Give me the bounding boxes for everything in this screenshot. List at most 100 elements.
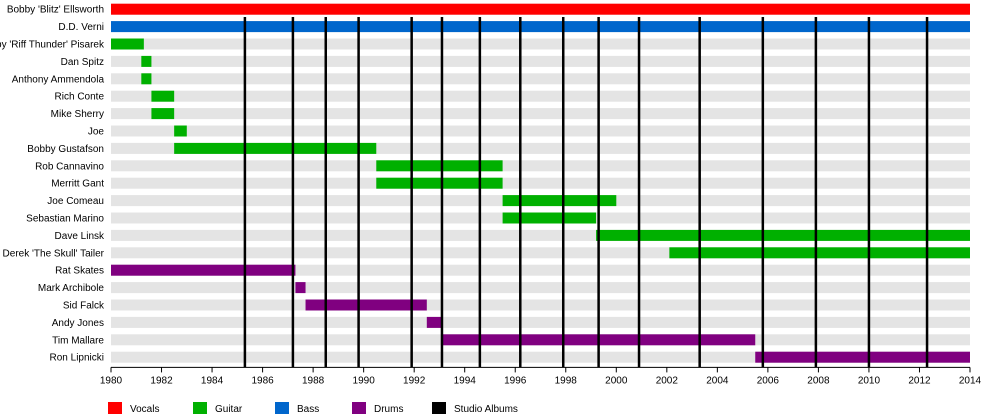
label-sebastian-marino: Sebastian Marino <box>26 214 104 225</box>
studio-album-line <box>761 17 765 368</box>
row-stripes <box>111 3 970 363</box>
studio-album-line <box>561 17 565 368</box>
x-tick-label: 1988 <box>302 375 325 386</box>
label-bobby-gustafson: Bobby Gustafson <box>27 144 104 155</box>
row-stripe <box>111 90 970 102</box>
row-stripe <box>111 142 970 154</box>
bar-mark-archibole <box>295 282 306 294</box>
x-axis: 1980 1982 1984 1986 1988 1990 1992 1994 1996 1998… <box>100 366 982 386</box>
row-stripe <box>111 247 970 259</box>
studio-album-line <box>440 17 444 368</box>
label-anthony-ammendola: Anthony Ammendola <box>12 74 105 85</box>
legend-swatch-bass <box>275 402 289 414</box>
studio-album-line <box>867 17 871 368</box>
label-derek-the-skull-tailer: Derek 'The Skull' Tailer <box>3 248 105 259</box>
legend-swatch-vocals <box>108 402 122 414</box>
x-tick-label: 2012 <box>908 375 931 386</box>
label-dave-linsk: Dave Linsk <box>55 231 105 242</box>
bar-dave-linsk <box>596 229 970 241</box>
bar-bobby-gustafson <box>174 142 377 154</box>
studio-album-line <box>637 17 641 368</box>
row-stripe <box>111 38 970 50</box>
studio-album-line <box>291 17 295 368</box>
label-d-d-verni: D.D. Verni <box>58 22 104 33</box>
bar-rat-skates <box>111 264 296 276</box>
label-bobby-riff-thunder-pisarek: Bobby 'Riff Thunder' Pisarek <box>0 40 105 51</box>
legend-swatch-studio-albums <box>432 402 446 414</box>
legend-label-studio-albums: Studio Albums <box>454 404 518 415</box>
label-rat-skates: Rat Skates <box>55 266 104 277</box>
x-tick-label: 1980 <box>100 375 123 386</box>
row-stripe <box>111 55 970 67</box>
label-merritt-gant: Merritt Gant <box>51 179 104 190</box>
label-tim-mallare: Tim Mallare <box>52 335 104 346</box>
x-tick-label: 2014 <box>959 375 982 386</box>
bar-bobby-riff-thunder-pisarek <box>111 38 144 50</box>
legend-label-vocals: Vocals <box>130 404 159 415</box>
row-stripe <box>111 299 970 311</box>
label-ron-lipnicki: Ron Lipnicki <box>50 353 104 364</box>
studio-album-line <box>324 17 327 368</box>
bar-sid-falck <box>305 299 427 311</box>
x-tick-label: 1990 <box>353 375 376 386</box>
x-tick-label: 1984 <box>201 375 224 386</box>
bar-rob-cannavino <box>376 160 503 172</box>
label-mike-sherry: Mike Sherry <box>51 109 104 120</box>
label-dan-spitz: Dan Spitz <box>61 57 104 68</box>
label-bobby-blitz-ellsworth: Bobby 'Blitz' Ellsworth <box>7 5 104 16</box>
label-sid-falck: Sid Falck <box>63 301 105 312</box>
studio-album-line <box>814 17 818 368</box>
bar-ron-lipnicki <box>755 351 970 363</box>
bar-dan-spitz <box>141 55 152 67</box>
studio-album-lines <box>243 17 929 368</box>
studio-album-line <box>243 17 247 368</box>
bar-d-d-verni <box>111 21 970 33</box>
legend-swatch-guitar <box>193 402 207 414</box>
x-tick-label: 2006 <box>757 375 780 386</box>
label-mark-archibole: Mark Archibole <box>38 283 105 294</box>
studio-album-line <box>410 17 413 368</box>
studio-album-line <box>925 17 929 368</box>
bar-rich-conte <box>151 90 175 102</box>
legend-swatch-drums <box>352 402 366 414</box>
x-tick-label: 2004 <box>706 375 729 386</box>
row-stripe <box>111 108 970 120</box>
row-stripe <box>111 351 970 363</box>
x-tick-label: 2000 <box>605 375 628 386</box>
x-tick-label: 1982 <box>150 375 173 386</box>
row-stripe <box>111 125 970 137</box>
row-stripe <box>111 282 970 294</box>
row-stripe <box>111 264 970 276</box>
row-stripe <box>111 160 970 172</box>
bar-bobby-blitz-ellsworth <box>111 3 970 15</box>
legend-label-bass: Bass <box>297 404 319 415</box>
bar-merritt-gant <box>376 177 503 189</box>
bar-sebastian-marino <box>502 212 597 224</box>
studio-album-line <box>478 17 482 368</box>
row-stripe <box>111 316 970 328</box>
legend-label-drums: Drums <box>374 404 403 415</box>
x-tick-label: 1986 <box>251 375 274 386</box>
x-tick-label: 2010 <box>858 375 881 386</box>
bar-anthony-ammendola <box>141 73 152 85</box>
studio-album-line <box>519 17 522 368</box>
label-joe-comeau: Joe Comeau <box>47 196 104 207</box>
row-stripe <box>111 177 970 189</box>
studio-album-line <box>597 17 600 368</box>
legend: Vocals Guitar Bass Drums Studio Albums <box>108 402 518 415</box>
legend-label-guitar: Guitar <box>215 404 243 415</box>
member-labels: Bobby 'Blitz' Ellsworth D.D. Verni Bobby '… <box>0 5 105 364</box>
bar-joe <box>174 125 187 137</box>
label-joe: Joe <box>88 127 105 138</box>
bar-andy-jones <box>426 316 442 328</box>
studio-album-line <box>698 17 701 368</box>
row-stripe <box>111 73 970 85</box>
label-rich-conte: Rich Conte <box>55 92 105 103</box>
bar-mike-sherry <box>151 108 175 120</box>
x-tick-label: 2002 <box>656 375 679 386</box>
x-tick-label: 1998 <box>555 375 578 386</box>
x-tick-label: 1994 <box>454 375 477 386</box>
x-tick-label: 1992 <box>403 375 426 386</box>
x-tick-label: 2008 <box>807 375 830 386</box>
